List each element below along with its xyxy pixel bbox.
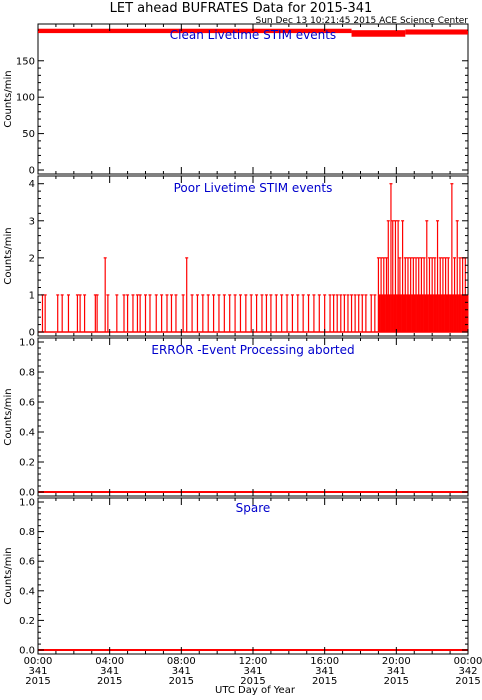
y-tick-label: 0.8 xyxy=(19,527,35,538)
x-tick-label-day: 341 xyxy=(172,666,191,677)
x-tick-label-time: 20:00 xyxy=(382,656,411,667)
y-tick-label: 0.2 xyxy=(19,458,35,469)
y-tick-label: 0.6 xyxy=(19,398,35,409)
panel-frame xyxy=(37,497,469,655)
chart-panel: 0.0 0.2 0.4 0.6 0.8 1.0 Spare Counts/min xyxy=(3,497,469,657)
y-tick-label: 0 xyxy=(29,328,35,339)
chart-panel: 0.0 0.2 0.4 0.6 0.8 1.0 ERROR -Event Processin… xyxy=(3,337,469,499)
x-tick-label-day: 341 xyxy=(315,666,334,677)
y-tick-label: 1 xyxy=(29,290,35,301)
panel-title: Spare xyxy=(236,501,271,515)
timestamp-label: Sun Dec 13 10:21:45 2015 ACE Science Cen… xyxy=(256,16,469,26)
x-tick-label-year: 2015 xyxy=(312,676,337,687)
x-tick-label-time: 16:00 xyxy=(310,656,339,667)
y-tick-label: 1.0 xyxy=(19,498,35,509)
panels-group: 0 50 100 150 Clean Livetime STIM events Count… xyxy=(3,23,482,687)
x-tick-label-year: 2015 xyxy=(169,676,194,687)
y-tick-label: 0.2 xyxy=(19,616,35,627)
x-tick-label-year: 2015 xyxy=(240,676,265,687)
y-tick-label: 2 xyxy=(29,253,35,264)
y-tick-label: 0.0 xyxy=(19,646,35,657)
y-tick-label: 3 xyxy=(29,216,35,227)
x-tick-label-year: 2015 xyxy=(25,676,50,687)
x-tick-label-time: 08:00 xyxy=(167,656,196,667)
panel-title: ERROR -Event Processing aborted xyxy=(151,343,354,357)
y-tick-label: 150 xyxy=(16,56,35,67)
x-tick-labels: 00:00341201504:00341201508:00341201512:0… xyxy=(24,656,482,687)
chart-panel: 0 50 100 150 Clean Livetime STIM events Count… xyxy=(3,23,469,177)
x-tick-label-day: 341 xyxy=(387,666,406,677)
series-band xyxy=(405,29,468,35)
panel-frame xyxy=(37,23,469,175)
panel-title: Poor Livetime STIM events xyxy=(174,181,333,195)
chart-panel: 0 1 2 3 4 Poor Livetime STIM events Counts/min xyxy=(3,175,469,339)
y-tick-label: 1.0 xyxy=(19,338,35,349)
series-band xyxy=(38,28,352,34)
y-axis-label: Counts/min xyxy=(3,70,14,127)
y-tick-label: 0 xyxy=(29,166,35,177)
x-tick-label-time: 12:00 xyxy=(239,656,268,667)
x-axis-label: UTC Day of Year xyxy=(215,685,296,696)
x-tick-label-year: 2015 xyxy=(455,676,480,687)
x-tick-label-year: 2015 xyxy=(97,676,122,687)
y-tick-label: 0.8 xyxy=(19,368,35,379)
x-tick-label-day: 341 xyxy=(100,666,119,677)
y-axis-label: Counts/min xyxy=(3,227,14,284)
y-tick-label: 0.4 xyxy=(19,586,35,597)
x-tick-label-time: 04:00 xyxy=(95,656,124,667)
y-tick-label: 4 xyxy=(29,179,35,190)
series-band xyxy=(351,30,406,37)
x-tick-label-year: 2015 xyxy=(384,676,409,687)
y-tick-label: 0.6 xyxy=(19,557,35,568)
y-tick-label: 100 xyxy=(16,93,35,104)
x-tick-label-time: 00:00 xyxy=(24,656,53,667)
x-tick-label-time: 00:00 xyxy=(454,656,482,667)
panel-title: Clean Livetime STIM events xyxy=(170,28,336,42)
y-tick-label: 0.0 xyxy=(19,488,35,499)
panel-frame xyxy=(37,337,469,497)
figure-title: LET ahead BUFRATES Data for 2015-341 xyxy=(110,1,373,16)
y-axis-label: Counts/min xyxy=(3,547,14,604)
y-axis-label: Counts/min xyxy=(3,388,14,445)
x-tick-label-day: 341 xyxy=(28,666,47,677)
y-tick-label: 50 xyxy=(22,129,35,140)
x-tick-label-day: 341 xyxy=(243,666,262,677)
x-tick-label-day: 342 xyxy=(458,666,477,677)
y-tick-label: 0.4 xyxy=(19,428,35,439)
